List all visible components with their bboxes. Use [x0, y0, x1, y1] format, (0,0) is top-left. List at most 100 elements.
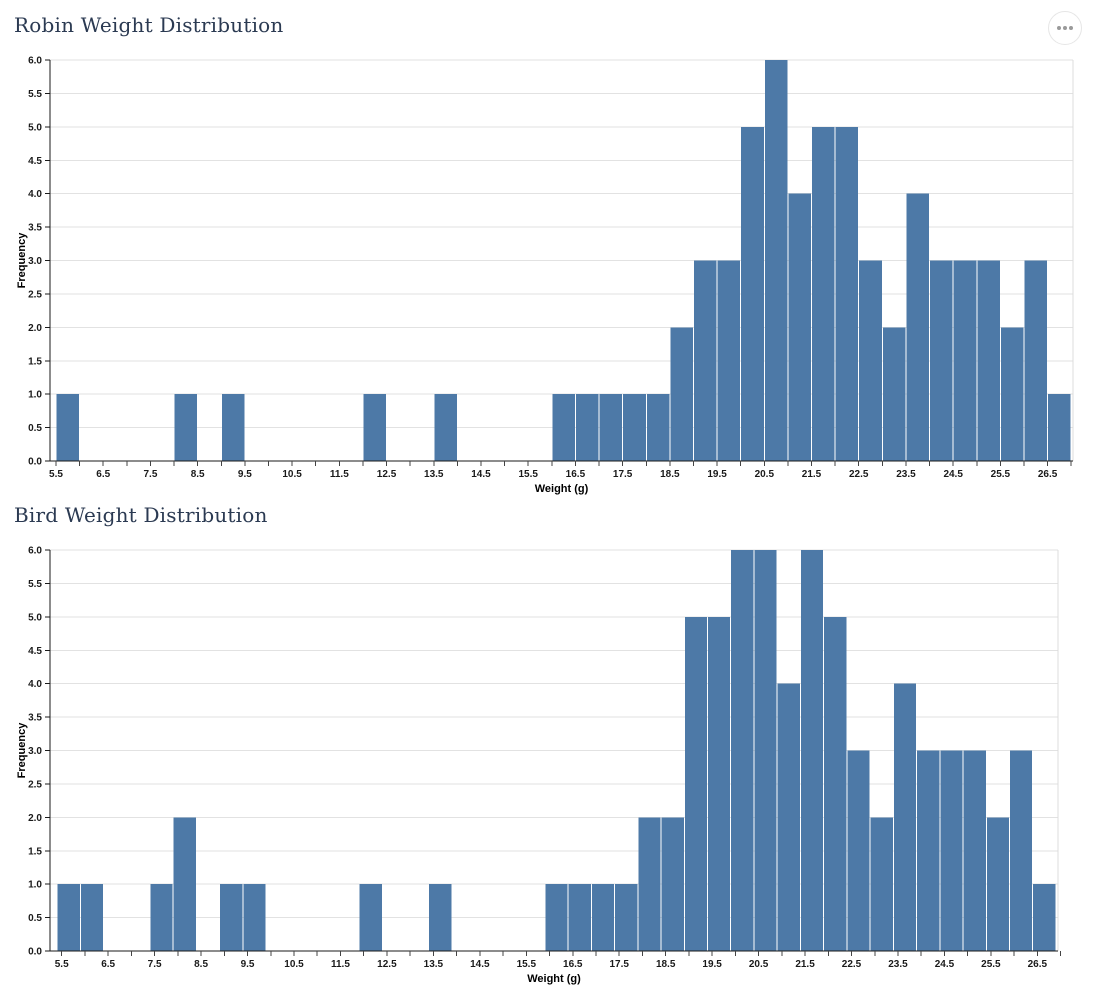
- x-tick-label: 24.5: [943, 469, 963, 480]
- x-tick-label: 24.5: [935, 959, 955, 970]
- histogram-bar: [847, 750, 870, 951]
- histogram-bar: [754, 550, 777, 951]
- histogram-bar: [1033, 884, 1056, 951]
- histogram-bar: [174, 394, 198, 461]
- y-tick-label: 1.0: [28, 880, 42, 891]
- histogram-bar: [684, 616, 707, 951]
- histogram-bar: [661, 817, 684, 951]
- y-tick-label: 5.5: [28, 89, 42, 100]
- x-axis-title: Weight (g): [527, 973, 581, 985]
- histogram-bar: [731, 550, 754, 951]
- histogram-bar: [1000, 327, 1024, 461]
- histogram-bar: [812, 126, 835, 461]
- histogram-bar: [824, 616, 847, 951]
- y-tick-label: 5.0: [28, 612, 42, 623]
- histogram-bar: [220, 884, 243, 951]
- y-tick-label: 3.0: [28, 256, 42, 267]
- x-axis-title: Weight (g): [535, 483, 589, 495]
- x-tick-label: 7.5: [143, 469, 157, 480]
- histogram-bar: [591, 884, 615, 951]
- x-tick-label: 14.5: [470, 959, 490, 970]
- x-tick-label: 17.5: [609, 959, 629, 970]
- chart-menu-button[interactable]: [1048, 11, 1082, 45]
- histogram-bar: [717, 260, 741, 461]
- histogram-bar: [800, 550, 824, 951]
- y-tick-label: 3.0: [28, 746, 42, 757]
- x-tick-label: 23.5: [896, 469, 916, 480]
- histogram-bar: [615, 884, 638, 951]
- y-tick-label: 4.5: [28, 156, 42, 167]
- y-tick-label: 5.0: [28, 122, 42, 133]
- histogram-bar: [977, 260, 1000, 461]
- histogram-bar: [552, 394, 575, 461]
- histogram-bar: [707, 616, 731, 951]
- x-tick-label: 5.5: [49, 469, 63, 480]
- x-tick-label: 13.5: [424, 959, 444, 970]
- x-tick-label: 11.5: [330, 469, 349, 480]
- histogram-bar: [80, 884, 104, 951]
- x-tick-label: 25.5: [981, 959, 1001, 970]
- x-tick-label: 15.5: [518, 469, 538, 480]
- histogram-bar: [670, 327, 693, 461]
- chart-title-robin: Robin Weight Distribution: [14, 13, 284, 37]
- histogram-bar: [777, 683, 800, 951]
- histogram-bar: [363, 394, 387, 461]
- histogram-bar: [243, 884, 266, 951]
- x-tick-label: 21.5: [795, 959, 815, 970]
- histogram-bar: [359, 884, 382, 951]
- y-tick-label: 6.0: [28, 546, 42, 557]
- y-tick-label: 4.5: [28, 646, 42, 657]
- x-tick-label: 18.5: [656, 959, 676, 970]
- histogram-bar: [986, 817, 1009, 951]
- bird-weight-histogram: 0.0 0.5 1.0 1.5 2.0 2.5 3.0 3.5 4.0 4.5 5.0 5.5 6.0 5…: [16, 546, 1062, 985]
- y-tick-label: 0.0: [28, 457, 42, 468]
- x-tick-label: 16.5: [566, 469, 586, 480]
- x-tick-label: 5.5: [55, 959, 69, 970]
- y-tick-label: 2.0: [28, 813, 42, 824]
- x-tick-label: 26.5: [1028, 959, 1048, 970]
- histogram-bar: [859, 260, 882, 461]
- x-tick-label: 8.5: [194, 959, 208, 970]
- y-tick-label: 2.0: [28, 323, 42, 334]
- histogram-bar: [1048, 394, 1071, 461]
- y-tick-label: 6.0: [28, 56, 42, 67]
- x-tick-label: 18.5: [660, 469, 680, 480]
- histogram-bar: [963, 750, 986, 951]
- histogram-bar: [575, 394, 599, 461]
- y-tick-label: 0.0: [28, 947, 42, 958]
- y-tick-label: 4.0: [28, 679, 42, 690]
- histogram-bar: [835, 126, 859, 461]
- x-tick-label: 6.5: [96, 469, 110, 480]
- histogram-bar: [741, 126, 764, 461]
- x-tick-label: 15.5: [517, 959, 537, 970]
- y-tick-label: 4.0: [28, 189, 42, 200]
- histogram-bar: [56, 394, 80, 461]
- histogram-bar: [893, 683, 917, 951]
- histogram-bar: [1024, 260, 1048, 461]
- x-tick-label: 7.5: [148, 959, 162, 970]
- y-axis-title: Frequency: [16, 232, 28, 289]
- y-tick-label: 3.5: [28, 223, 42, 234]
- x-tick-label: 14.5: [471, 469, 491, 480]
- histogram-bar: [764, 60, 788, 461]
- y-tick-label: 0.5: [28, 913, 42, 924]
- y-tick-label: 5.5: [28, 579, 42, 590]
- histogram-bar: [917, 750, 940, 951]
- x-tick-label: 22.5: [849, 469, 869, 480]
- histogram-bar: [788, 193, 812, 462]
- histogram-bar: [940, 750, 963, 951]
- x-tick-label: 19.5: [702, 959, 722, 970]
- y-tick-label: 1.5: [28, 356, 42, 367]
- x-tick-label: 10.5: [284, 959, 304, 970]
- y-tick-label: 1.5: [28, 846, 42, 857]
- histogram-bar: [599, 394, 623, 461]
- histogram-bar: [623, 394, 646, 461]
- histogram-bar: [429, 884, 452, 951]
- x-tick-label: 23.5: [888, 959, 908, 970]
- histogram-bar: [57, 884, 80, 951]
- chart-title-bird: Bird Weight Distribution: [14, 503, 268, 527]
- x-tick-label: 11.5: [331, 959, 350, 970]
- histogram-bar: [1009, 750, 1033, 951]
- x-tick-label: 19.5: [707, 469, 727, 480]
- x-tick-label: 25.5: [991, 469, 1011, 480]
